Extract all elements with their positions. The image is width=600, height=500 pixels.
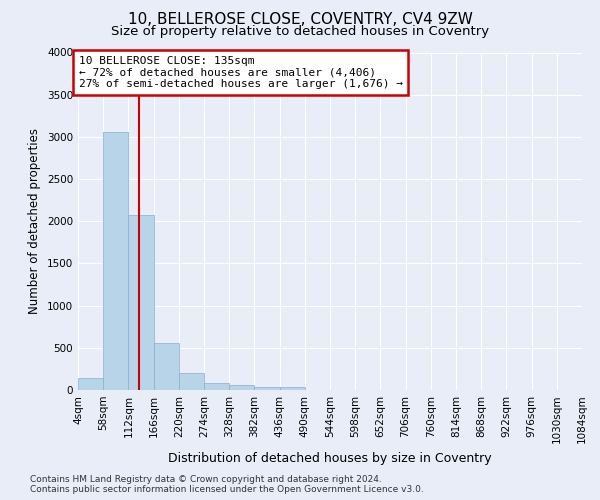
Text: 10, BELLEROSE CLOSE, COVENTRY, CV4 9ZW: 10, BELLEROSE CLOSE, COVENTRY, CV4 9ZW: [128, 12, 472, 28]
Bar: [103, 132, 128, 390]
Bar: [179, 373, 204, 390]
Bar: [280, 388, 305, 390]
Text: Size of property relative to detached houses in Coventry: Size of property relative to detached ho…: [111, 25, 489, 38]
Text: Contains HM Land Registry data © Crown copyright and database right 2024.
Contai: Contains HM Land Registry data © Crown c…: [30, 474, 424, 494]
Bar: [229, 386, 254, 390]
Bar: [254, 386, 280, 390]
Y-axis label: Number of detached properties: Number of detached properties: [28, 128, 41, 314]
X-axis label: Distribution of detached houses by size in Coventry: Distribution of detached houses by size …: [168, 452, 492, 465]
Bar: [128, 216, 154, 390]
Bar: [154, 343, 179, 390]
Text: 10 BELLEROSE CLOSE: 135sqm
← 72% of detached houses are smaller (4,406)
27% of s: 10 BELLEROSE CLOSE: 135sqm ← 72% of deta…: [79, 56, 403, 89]
Bar: [204, 383, 229, 390]
Bar: [78, 378, 103, 390]
